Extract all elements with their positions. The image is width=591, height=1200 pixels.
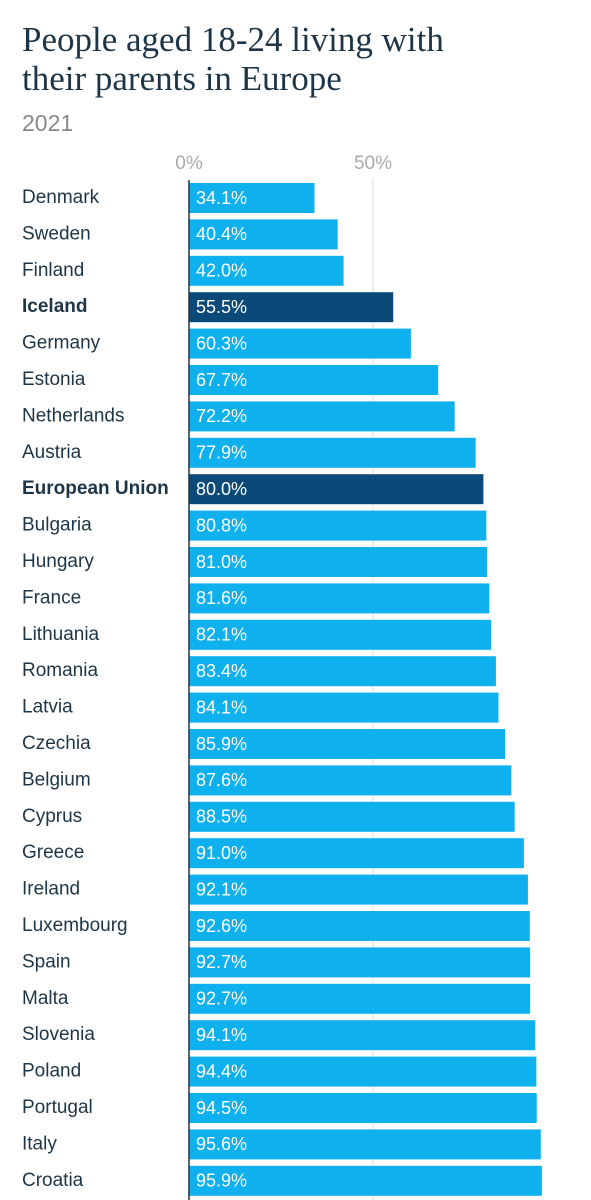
y-tick-label: Greece (22, 842, 84, 863)
y-tick-label: European Union (22, 478, 169, 499)
value-label: 94.4% (196, 1061, 247, 1081)
bar (189, 947, 531, 978)
y-tick-label: Hungary (22, 551, 94, 572)
bar (189, 437, 476, 468)
bar (189, 292, 394, 323)
y-tick-label: Belgium (22, 769, 91, 790)
value-label: 92.7% (196, 989, 247, 1009)
y-tick-label: Romania (22, 660, 98, 681)
bar (189, 656, 496, 687)
y-tick-label: Bulgaria (22, 515, 92, 536)
y-tick-label: Denmark (22, 187, 100, 208)
value-label: 82.1% (196, 625, 247, 645)
bar (189, 911, 530, 941)
y-tick-label: Poland (22, 1061, 81, 1082)
bar (189, 510, 487, 541)
y-tick-label: Italy (22, 1133, 57, 1154)
chart-subtitle: 2021 (22, 110, 74, 136)
bar (189, 619, 492, 650)
y-tick-label: Latvia (22, 697, 73, 718)
value-label: 92.6% (196, 916, 247, 936)
y-tick-label: Germany (22, 333, 101, 354)
value-label: 92.1% (196, 879, 247, 899)
bar (189, 183, 315, 213)
y-tick-label: France (22, 587, 81, 608)
value-label: 94.5% (196, 1098, 247, 1118)
y-tick-label: Netherlands (22, 405, 124, 426)
x-tick-label: 0% (175, 153, 203, 174)
value-label: 88.5% (196, 807, 247, 827)
value-label: 95.9% (196, 1171, 247, 1191)
value-label: 55.5% (196, 297, 247, 317)
y-tick-label: Sweden (22, 223, 91, 244)
y-tick-label: Malta (22, 988, 69, 1009)
bar (189, 983, 531, 1014)
bar (189, 328, 411, 359)
value-label: 84.1% (196, 697, 247, 717)
chart-title: People aged 18-24 living with their pare… (22, 20, 444, 98)
value-label: 34.1% (196, 188, 247, 208)
bar (189, 219, 338, 250)
y-tick-label: Cyprus (22, 806, 82, 827)
value-label: 81.6% (196, 588, 247, 608)
bar (189, 692, 499, 723)
bar (189, 729, 506, 759)
bar (189, 401, 455, 432)
y-tick-label: Ireland (22, 879, 80, 900)
bar (189, 838, 524, 869)
value-label: 80.0% (196, 479, 247, 499)
value-label: 80.8% (196, 515, 247, 535)
value-label: 77.9% (196, 443, 247, 463)
bar (189, 547, 488, 577)
bar (189, 474, 484, 505)
value-label: 85.9% (196, 734, 247, 754)
bar (189, 1165, 542, 1196)
y-tick-label: Lithuania (22, 624, 100, 645)
bar (189, 801, 515, 832)
y-tick-label: Austria (22, 442, 82, 463)
bar (189, 874, 528, 905)
value-label: 67.7% (196, 370, 247, 390)
value-label: 95.6% (196, 1134, 247, 1154)
bar (189, 1129, 541, 1160)
y-tick-label: Iceland (22, 296, 87, 317)
bar (189, 765, 512, 796)
y-tick-label: Slovenia (22, 1024, 95, 1045)
value-label: 40.4% (196, 224, 247, 244)
x-tick-label: 50% (354, 153, 392, 174)
y-tick-label: Estonia (22, 369, 86, 390)
value-label: 42.0% (196, 261, 247, 281)
y-tick-label: Finland (22, 260, 84, 281)
y-tick-label: Portugal (22, 1097, 93, 1118)
value-label: 94.1% (196, 1025, 247, 1045)
bar (189, 583, 490, 614)
value-label: 60.3% (196, 333, 247, 353)
y-tick-label: Luxembourg (22, 915, 128, 936)
bar (189, 255, 344, 286)
value-label: 91.0% (196, 843, 247, 863)
bar (189, 1093, 537, 1123)
value-label: 81.0% (196, 552, 247, 572)
value-label: 83.4% (196, 661, 247, 681)
y-tick-label: Spain (22, 951, 71, 972)
y-tick-label: Czechia (22, 733, 91, 754)
value-label: 92.7% (196, 952, 247, 972)
bar (189, 1020, 536, 1051)
bar (189, 365, 439, 395)
y-tick-label: Croatia (22, 1170, 84, 1191)
bar (189, 1056, 537, 1087)
value-label: 72.2% (196, 406, 247, 426)
value-label: 87.6% (196, 770, 247, 790)
